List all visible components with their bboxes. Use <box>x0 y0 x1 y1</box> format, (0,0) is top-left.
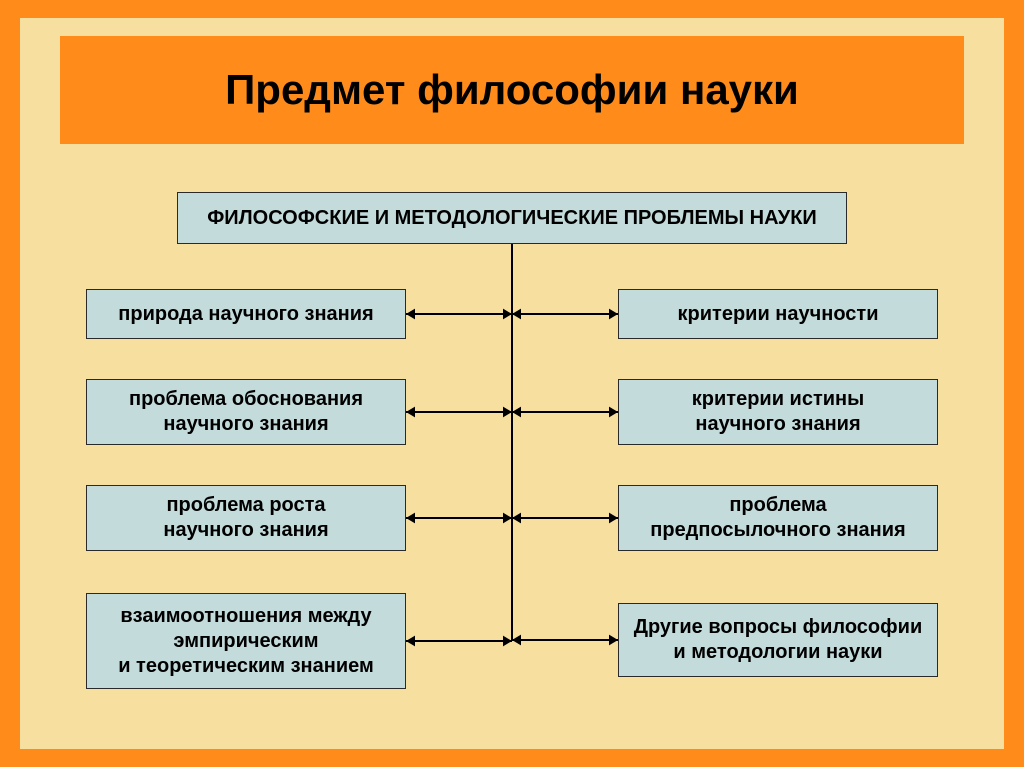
root-node-label: ФИЛОСОФСКИЕ И МЕТОДОЛОГИЧЕСКИЕ ПРОБЛЕМЫ … <box>207 206 817 231</box>
node-label-r0: критерии научности <box>678 302 879 327</box>
root-node: ФИЛОСОФСКИЕ И МЕТОДОЛОГИЧЕСКИЕ ПРОБЛЕМЫ … <box>177 192 847 244</box>
node-label-l1: проблема обоснования научного знания <box>129 387 363 437</box>
node-r2: проблема предпосылочного знания <box>618 485 938 551</box>
node-label-r3: Другие вопросы философии и методологии н… <box>634 615 923 665</box>
node-label-r2: проблема предпосылочного знания <box>650 493 905 543</box>
node-label-l3: взаимоотношения между эмпирическим и тео… <box>118 604 374 679</box>
panel: Предмет философии науки ФИЛОСОФСКИЕ И МЕ… <box>20 18 1004 749</box>
node-l3: взаимоотношения между эмпирическим и тео… <box>86 593 406 689</box>
node-label-r1: критерии истины научного знания <box>692 387 864 437</box>
node-r1: критерии истины научного знания <box>618 379 938 445</box>
title-band: Предмет философии науки <box>60 36 964 144</box>
node-l1: проблема обоснования научного знания <box>86 379 406 445</box>
page-title: Предмет философии науки <box>225 66 799 114</box>
node-label-l0: природа научного знания <box>118 302 373 327</box>
node-l0: природа научного знания <box>86 289 406 339</box>
node-l2: проблема роста научного знания <box>86 485 406 551</box>
node-r3: Другие вопросы философии и методологии н… <box>618 603 938 677</box>
node-label-l2: проблема роста научного знания <box>163 493 328 543</box>
node-r0: критерии научности <box>618 289 938 339</box>
